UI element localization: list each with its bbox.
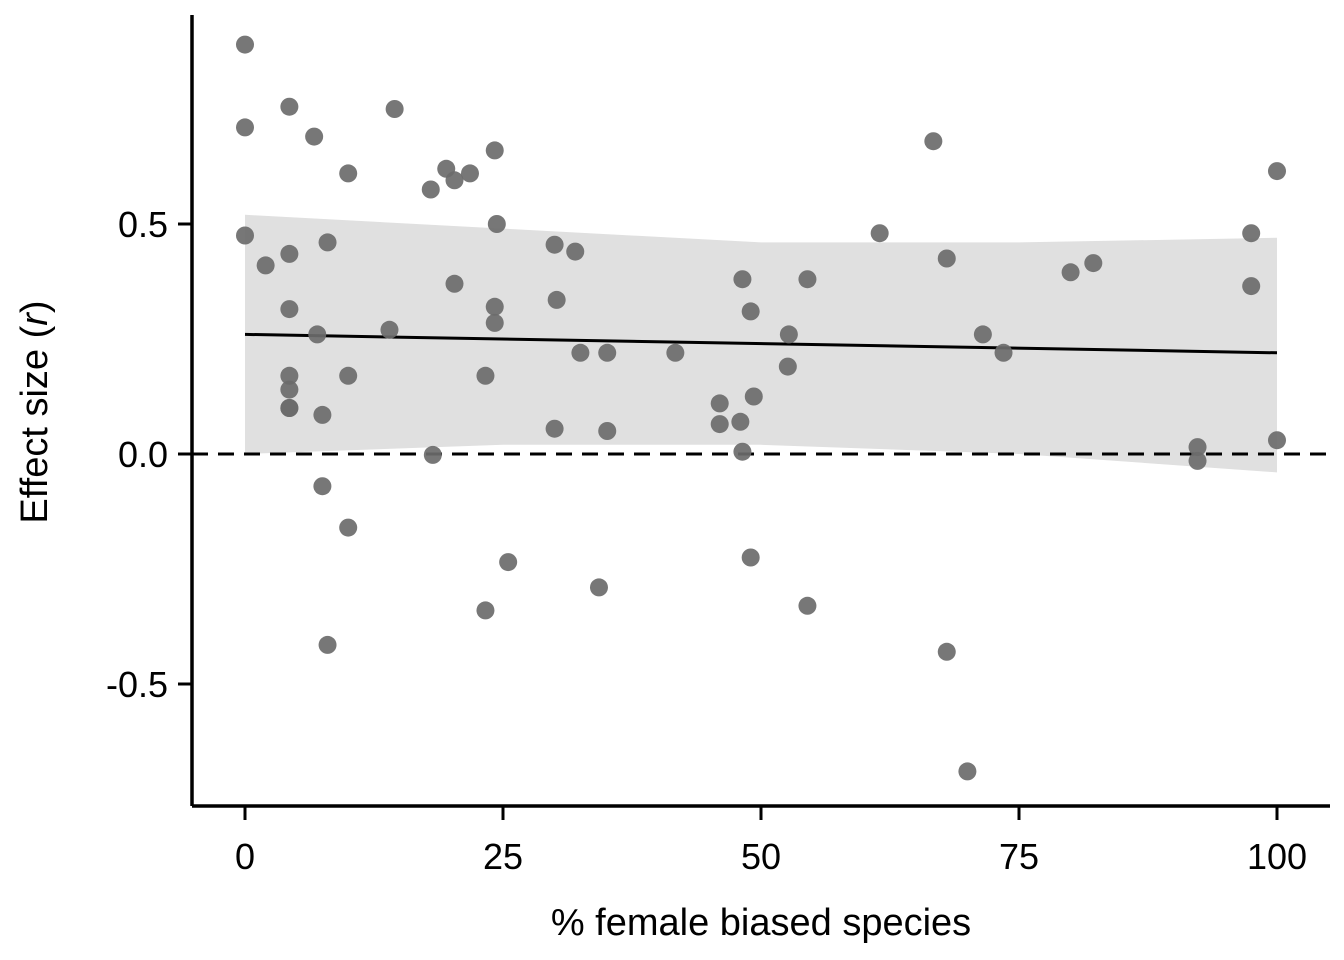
data-point xyxy=(589,578,608,597)
x-ticks: 0 25 50 75 100 xyxy=(235,806,1307,877)
data-point xyxy=(870,224,889,243)
y-axis-title-suffix: ) xyxy=(14,300,56,313)
data-point xyxy=(937,642,956,661)
data-point xyxy=(280,244,299,263)
regression-line-layer xyxy=(244,332,1278,355)
y-axis-title: Effect size (r) xyxy=(14,300,56,523)
data-point xyxy=(741,302,760,321)
data-point xyxy=(779,325,798,344)
data-point xyxy=(598,343,617,362)
data-point xyxy=(1061,263,1080,282)
data-point xyxy=(318,233,337,252)
data-point xyxy=(545,235,564,254)
x-tick-label: 75 xyxy=(999,836,1039,877)
data-point xyxy=(236,118,254,137)
data-point xyxy=(1188,451,1207,470)
x-tick-label: 100 xyxy=(1247,836,1307,877)
data-point xyxy=(485,141,504,160)
data-point xyxy=(733,270,752,289)
data-point xyxy=(710,415,729,434)
data-point xyxy=(445,274,464,293)
data-point xyxy=(937,249,956,268)
data-point xyxy=(280,300,299,319)
data-point xyxy=(1242,224,1261,243)
data-point xyxy=(545,419,564,438)
y-axis-title-variable: r xyxy=(14,312,56,326)
data-point xyxy=(313,477,332,496)
data-point xyxy=(566,242,585,261)
data-point xyxy=(485,297,504,316)
data-point xyxy=(571,343,590,362)
data-point xyxy=(798,270,817,289)
data-point xyxy=(731,412,750,431)
x-tick-label: 50 xyxy=(741,836,781,877)
data-point xyxy=(280,366,299,385)
data-point xyxy=(308,325,327,344)
points-layer xyxy=(236,35,1286,781)
y-ticks: 0.5 0.0 -0.5 xyxy=(106,204,192,705)
data-point xyxy=(994,343,1013,362)
data-point xyxy=(598,422,617,440)
y-axis-title-prefix: Effect size ( xyxy=(14,325,56,523)
data-point xyxy=(421,180,440,199)
data-point xyxy=(1268,162,1286,181)
data-point xyxy=(476,366,495,385)
data-point xyxy=(423,445,442,464)
data-point xyxy=(385,100,404,118)
data-point xyxy=(256,256,275,275)
data-point xyxy=(339,518,358,537)
x-tick-label: 25 xyxy=(483,836,523,877)
data-point xyxy=(236,35,254,54)
data-point xyxy=(798,596,817,615)
data-point xyxy=(499,553,518,572)
data-point xyxy=(924,132,943,151)
data-point xyxy=(710,394,729,413)
data-point xyxy=(744,387,763,406)
data-point xyxy=(958,762,977,781)
data-point xyxy=(280,399,299,417)
data-point xyxy=(485,313,504,332)
data-point xyxy=(973,325,992,344)
data-point xyxy=(236,226,254,245)
data-point xyxy=(445,171,464,190)
data-point xyxy=(460,164,479,183)
data-point xyxy=(380,320,399,339)
data-point xyxy=(1268,431,1286,450)
data-point xyxy=(280,380,299,399)
data-point xyxy=(1242,277,1261,296)
data-point xyxy=(339,164,358,183)
data-point xyxy=(487,215,506,233)
data-point xyxy=(305,127,324,146)
data-point xyxy=(547,290,566,309)
x-axis-title: % female biased species xyxy=(551,902,971,944)
data-point xyxy=(280,97,299,116)
data-point xyxy=(778,357,797,376)
x-tick-label: 0 xyxy=(235,836,255,877)
y-tick-label: 0.0 xyxy=(118,434,168,475)
y-tick-label: 0.5 xyxy=(118,204,168,245)
regression-line xyxy=(244,332,1278,355)
data-point xyxy=(313,405,332,424)
data-point xyxy=(733,442,752,461)
data-point xyxy=(1084,254,1103,273)
data-point xyxy=(339,366,358,385)
data-point xyxy=(318,635,337,654)
data-point xyxy=(476,601,495,620)
data-point xyxy=(1188,438,1207,457)
data-point xyxy=(666,343,685,362)
data-point xyxy=(741,548,760,567)
y-tick-label: -0.5 xyxy=(106,664,168,705)
